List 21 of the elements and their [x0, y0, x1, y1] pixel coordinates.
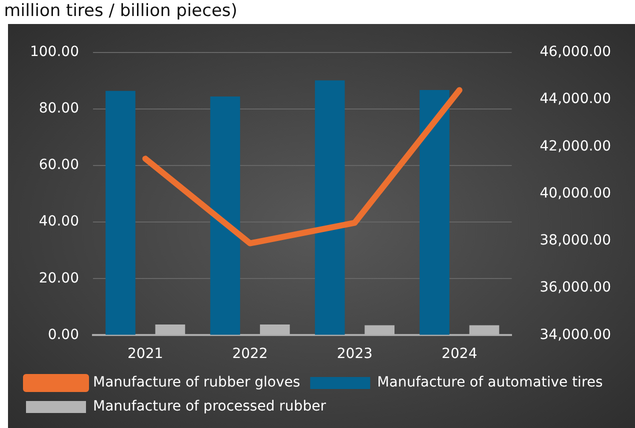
- y2-tick-label: 42,000.00: [540, 138, 612, 154]
- y-tick-label: 80.00: [38, 100, 79, 117]
- chart-title: million tires / billion pieces): [3, 0, 238, 22]
- legend-label: Manufacture of automative tires: [377, 374, 603, 391]
- y-tick-label: 0.00: [48, 326, 79, 343]
- x-tick-label: 2023: [336, 346, 373, 362]
- legend-label: Manufacture of processed rubber: [93, 398, 326, 415]
- x-tick-label: 2024: [442, 346, 478, 362]
- y2-tick-label: 38,000.00: [540, 232, 612, 249]
- y2-tick-label: 40,000.00: [540, 185, 612, 202]
- y2-tick-label: 34,000.00: [540, 326, 612, 343]
- y2-tick-label: 46,000.00: [540, 44, 612, 60]
- y-tick-label: 100.00: [30, 44, 79, 60]
- y2-tick-label: 36,000.00: [540, 280, 612, 296]
- legend-label: Manufacture of rubber gloves: [93, 374, 300, 391]
- y-tick-label: 40.00: [38, 214, 79, 230]
- y-tick-label: 20.00: [38, 270, 79, 286]
- y-tick-label: 60.00: [38, 157, 79, 174]
- y2-tick-label: 44,000.00: [540, 91, 612, 108]
- x-tick-label: 2021: [128, 346, 164, 362]
- x-tick-label: 2022: [232, 346, 268, 362]
